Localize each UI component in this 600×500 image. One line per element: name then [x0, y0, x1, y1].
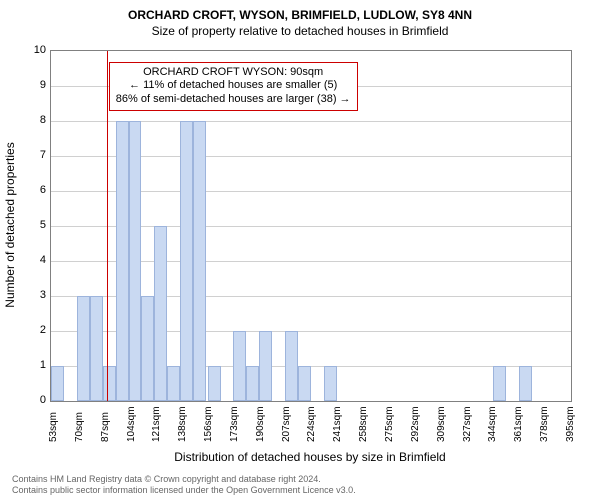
x-tick: 309sqm — [436, 406, 447, 442]
y-tick: 5 — [26, 219, 46, 231]
y-tick: 9 — [26, 79, 46, 91]
histogram-bar — [129, 121, 142, 401]
x-tick: 156sqm — [203, 406, 214, 442]
histogram-bar — [116, 121, 129, 401]
annotation-line-1: ORCHARD CROFT WYSON: 90sqm — [116, 66, 351, 80]
footer-attribution: Contains HM Land Registry data © Crown c… — [12, 474, 356, 496]
histogram-bar — [193, 121, 206, 401]
annotation-line-3: 86% of semi-detached houses are larger (… — [116, 93, 351, 107]
x-tick: 344sqm — [487, 406, 498, 442]
plot-area: ORCHARD CROFT WYSON: 90sqm← 11% of detac… — [50, 50, 572, 402]
x-tick: 207sqm — [281, 406, 292, 442]
footer-line-2: Contains public sector information licen… — [12, 485, 356, 496]
y-tick: 3 — [26, 289, 46, 301]
y-axis-label: Number of detached properties — [3, 142, 17, 307]
x-tick: 361sqm — [513, 406, 524, 442]
x-tick: 275sqm — [384, 406, 395, 442]
histogram-bar — [324, 366, 337, 401]
histogram-bar — [233, 331, 246, 401]
x-tick: 224sqm — [306, 406, 317, 442]
x-tick: 70sqm — [74, 412, 85, 442]
histogram-bar — [246, 366, 259, 401]
histogram-bar — [259, 331, 272, 401]
histogram-bar — [493, 366, 506, 401]
histogram-bar — [90, 296, 103, 401]
histogram-bar — [167, 366, 180, 401]
x-tick: 327sqm — [462, 406, 473, 442]
y-tick: 8 — [26, 114, 46, 126]
histogram-bar — [141, 296, 154, 401]
x-tick: 241sqm — [332, 406, 343, 442]
y-tick: 1 — [26, 359, 46, 371]
y-tick: 0 — [26, 394, 46, 406]
x-tick: 258sqm — [358, 406, 369, 442]
histogram-bar — [77, 296, 90, 401]
x-tick: 378sqm — [539, 406, 550, 442]
annotation-box: ORCHARD CROFT WYSON: 90sqm← 11% of detac… — [109, 62, 358, 111]
x-tick: 104sqm — [126, 406, 137, 442]
x-tick: 190sqm — [255, 406, 266, 442]
histogram-bar — [51, 366, 64, 401]
y-tick: 4 — [26, 254, 46, 266]
histogram-bar — [103, 366, 116, 401]
histogram-bar — [285, 331, 298, 401]
x-tick: 292sqm — [410, 406, 421, 442]
chart-container: ORCHARD CROFT, WYSON, BRIMFIELD, LUDLOW,… — [0, 0, 600, 500]
y-tick: 2 — [26, 324, 46, 336]
y-tick: 6 — [26, 184, 46, 196]
x-axis-label: Distribution of detached houses by size … — [50, 450, 570, 464]
x-tick: 395sqm — [565, 406, 576, 442]
annotation-line-2: ← 11% of detached houses are smaller (5) — [116, 79, 351, 93]
y-tick: 7 — [26, 149, 46, 161]
x-tick: 53sqm — [48, 412, 59, 442]
x-tick: 138sqm — [177, 406, 188, 442]
footer-line-1: Contains HM Land Registry data © Crown c… — [12, 474, 356, 485]
chart-title-2: Size of property relative to detached ho… — [0, 22, 600, 38]
x-tick: 87sqm — [100, 412, 111, 442]
histogram-bar — [154, 226, 167, 401]
y-tick: 10 — [26, 44, 46, 56]
histogram-bar — [208, 366, 221, 401]
histogram-bar — [519, 366, 532, 401]
histogram-bar — [180, 121, 193, 401]
x-tick: 121sqm — [151, 406, 162, 442]
histogram-bar — [298, 366, 311, 401]
chart-title-1: ORCHARD CROFT, WYSON, BRIMFIELD, LUDLOW,… — [0, 0, 600, 22]
x-tick: 173sqm — [229, 406, 240, 442]
